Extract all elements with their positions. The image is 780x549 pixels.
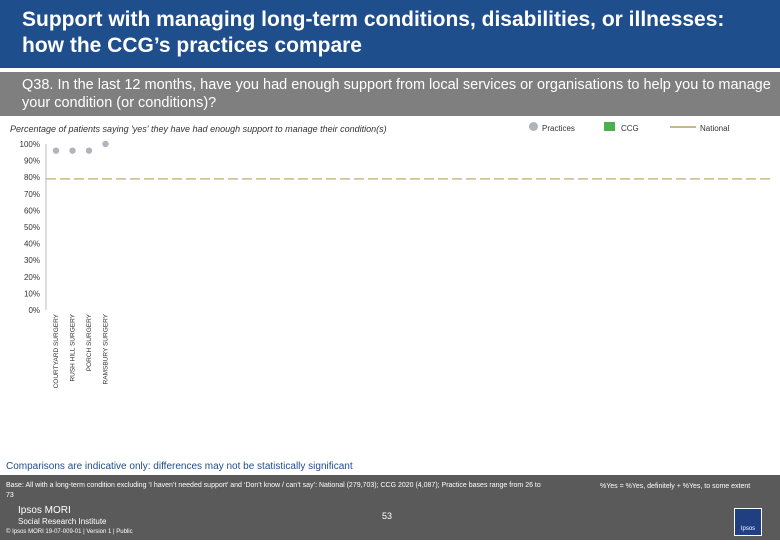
logo-line2: Social Research Institute [18,517,107,526]
y-tick-label: 40% [24,240,40,249]
category-label: COURTYARD SURGERY [53,313,60,388]
category-label: RUSH HILL SURGERY [70,313,77,381]
footer: Base: All with a long-term condition exc… [0,475,780,540]
y-tick-label: 50% [24,223,40,232]
chart-area: 0% 10% 20% 30% 40% 50% 60% 70% 80% 90% 100% COURTYA… [20,140,770,388]
formula-note: %Yes = %Yes, definitely + %Yes, to some … [600,483,751,490]
comparisons-note: Comparisons are indicative only: differe… [6,461,353,472]
y-tick-label: 70% [24,190,40,199]
ccg-legend-marker [604,122,615,131]
copyright: © Ipsos MORI 19-07-009-01 | Version 1 | … [6,529,133,535]
y-tick-label: 20% [24,273,40,282]
national-legend-line [670,126,696,128]
practice-marker [52,147,60,154]
national-legend-label: National [700,124,730,133]
page-number: 53 [382,511,393,521]
y-tick-label: 30% [24,256,40,265]
y-tick-label: 0% [28,306,40,315]
logo-line1: Ipsos MORI [18,505,71,516]
category-label: RAMSBURY SURGERY [103,313,110,384]
category-label: PORCH SURGERY [86,313,93,371]
base-note: Base: All with a long-term condition exc… [6,482,541,499]
y-tick-label: 80% [24,173,40,182]
practice-marker [69,147,76,154]
question-text: Q38. In the last 12 months, have you had… [22,77,771,111]
practices-legend-marker [529,122,538,131]
practice-marker [102,140,109,148]
y-tick-label: 90% [24,157,40,166]
ipsos-badge-icon: Ipsos [734,508,762,536]
y-tick-label: 60% [24,206,40,215]
question-bar: Q38. In the last 12 months, have you had… [0,72,780,116]
ipsos-mori-logo: Ipsos MORI Social Research Institute [18,505,107,527]
practices-legend-label: Practices [542,124,575,133]
title-bar: Support with managing long-term conditio… [0,0,780,68]
page-title: Support with managing long-term conditio… [22,8,725,57]
y-tick-label: 100% [20,140,40,149]
practice-marker [85,147,93,154]
ccg-legend-label: CCG [621,124,639,133]
chart-title: Percentage of patients saying 'yes' they… [10,124,387,134]
y-tick-label: 10% [24,289,40,298]
